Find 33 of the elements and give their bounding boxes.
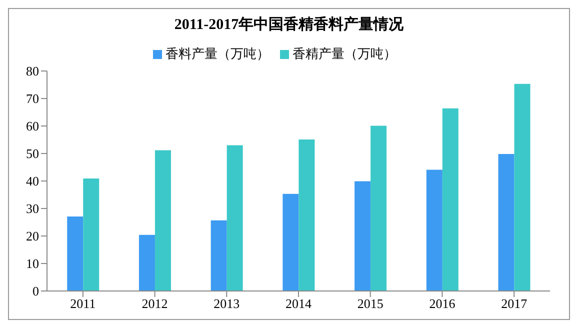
y-tick-label: 50	[26, 146, 39, 162]
bar	[83, 178, 100, 291]
bar	[426, 170, 442, 291]
bar	[370, 126, 387, 291]
bar	[354, 181, 371, 291]
bar	[226, 145, 243, 291]
bar	[138, 234, 155, 291]
bar	[442, 108, 458, 291]
y-tick-label: 20	[26, 228, 39, 244]
y-tick-label: 70	[26, 91, 39, 106]
x-tick-label: 2011	[70, 296, 96, 312]
y-tick-label: 0	[32, 284, 39, 299]
y-tick-label: 60	[26, 118, 39, 134]
bar	[514, 84, 530, 291]
bar	[67, 216, 84, 291]
y-tick-label: 10	[26, 256, 39, 272]
x-tick-label: 2013	[214, 296, 240, 312]
y-tick-label: 80	[26, 64, 39, 79]
x-tick-label: 2017	[501, 296, 528, 312]
legend-label: 香料产量（万吨）	[166, 47, 270, 62]
bar	[210, 220, 227, 291]
y-tick-label: 40	[26, 174, 39, 189]
bar	[154, 150, 171, 291]
x-tick-label: 2014	[286, 296, 312, 312]
x-tick-label: 2015	[357, 296, 384, 312]
bar	[498, 154, 514, 291]
bar	[282, 194, 299, 291]
x-tick-label: 2016	[429, 296, 456, 312]
chart-title: 2011-2017年中国香精香料产量情况	[173, 15, 405, 34]
bar	[298, 139, 315, 291]
legend-label: 香精产量（万吨）	[292, 47, 396, 62]
y-tick-label: 30	[26, 201, 39, 216]
x-tick-label: 2012	[142, 296, 168, 312]
